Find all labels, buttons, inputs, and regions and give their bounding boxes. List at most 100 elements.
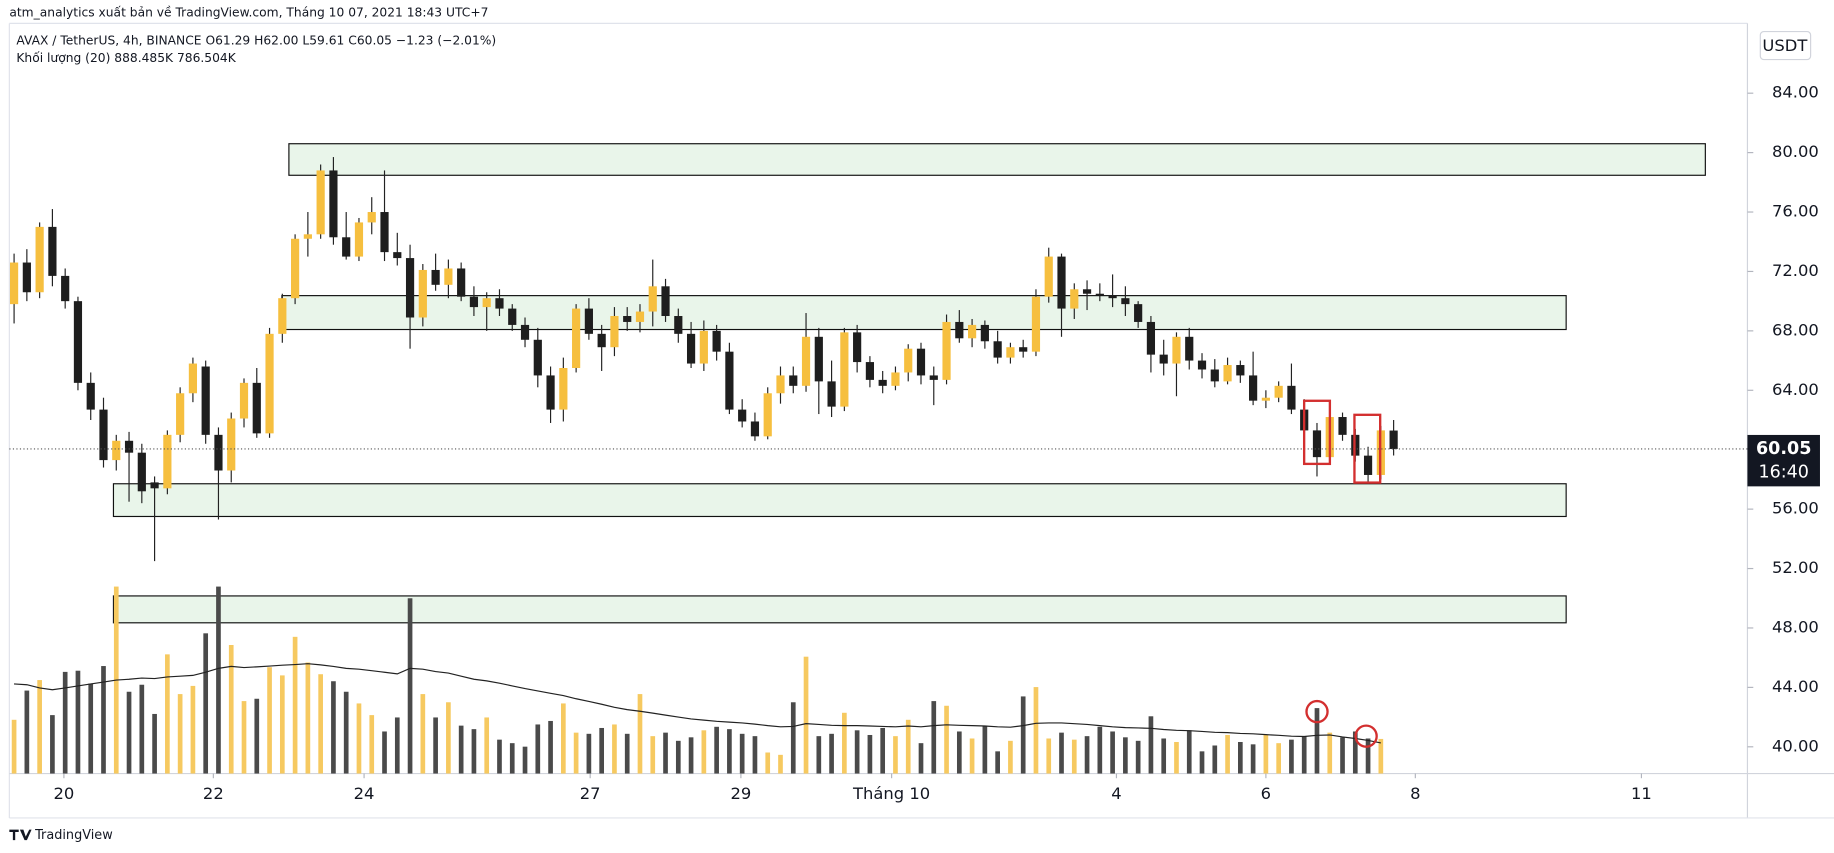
highlight-box <box>1302 399 1332 466</box>
volume-bar <box>126 691 132 774</box>
volume-bar <box>880 727 886 774</box>
candle-body <box>112 440 121 461</box>
candle-body <box>495 298 504 309</box>
volume-bar <box>1059 732 1064 774</box>
candle-body <box>1274 385 1283 398</box>
resistance-zone <box>288 143 1706 176</box>
volume-bar <box>11 719 17 774</box>
volume-bar <box>1250 744 1256 774</box>
candle-body <box>1210 369 1219 382</box>
candle-body <box>814 336 823 382</box>
candle-body <box>840 332 849 407</box>
highlight-box <box>1353 413 1382 484</box>
volume-bar <box>1046 738 1052 774</box>
header: atm_analytics xuất bản về TradingView.co… <box>9 5 488 19</box>
volume-bar <box>790 702 796 774</box>
candle-body <box>393 252 402 259</box>
y-tick-label: 80.00 <box>1772 142 1819 161</box>
volume-bar <box>803 656 809 774</box>
y-tick-label: 48.00 <box>1772 617 1819 636</box>
volume-bar <box>75 670 81 774</box>
volume-bar <box>854 730 860 774</box>
volume-bar <box>714 726 719 774</box>
x-tick-label: 24 <box>354 784 375 803</box>
brand-logo <box>9 829 32 841</box>
x-tick-label: 22 <box>203 784 224 803</box>
candle-body <box>1159 354 1168 364</box>
volume-bar <box>1110 731 1115 774</box>
candle-body <box>405 258 415 318</box>
y-tick-label: 76.00 <box>1772 202 1819 221</box>
candle-body <box>73 301 83 383</box>
candle-body <box>993 341 1002 358</box>
candle-body <box>674 316 683 334</box>
candle-body <box>137 452 146 492</box>
volume-bar <box>369 715 375 774</box>
candle-body <box>929 375 938 380</box>
volume-bar <box>1148 716 1154 774</box>
candle-body <box>1031 296 1041 352</box>
volume-bar <box>1161 738 1167 774</box>
volume-bar <box>50 715 55 774</box>
logo <box>9 829 32 841</box>
volume-bar <box>663 732 668 774</box>
volume-bar <box>867 734 873 774</box>
volume-bar <box>829 733 834 774</box>
x-tick-label: Tháng 10 <box>852 784 930 803</box>
candle-body <box>418 269 427 318</box>
candle-body <box>1389 430 1398 449</box>
volume-bar <box>1276 743 1281 774</box>
volume-bar <box>727 729 732 774</box>
candle-body <box>584 308 593 334</box>
candle-body <box>955 321 964 339</box>
y-tick-label: 56.00 <box>1772 499 1819 518</box>
currency-box[interactable] <box>1759 30 1812 61</box>
y-tick-label: 44.00 <box>1772 677 1819 696</box>
support-zone <box>112 483 1567 518</box>
candle-body <box>329 170 338 238</box>
volume-bar <box>739 733 745 774</box>
volume-bar <box>177 694 183 774</box>
candle-body <box>1019 347 1028 352</box>
candle-body <box>431 269 440 285</box>
candle-body <box>227 418 236 471</box>
volume-bar <box>586 733 592 774</box>
volume-bar <box>1084 736 1090 774</box>
candle-body <box>1121 298 1130 305</box>
candle-body <box>546 375 555 410</box>
candle-body <box>508 308 517 325</box>
candle-body <box>214 434 223 471</box>
volume-bar <box>343 691 349 774</box>
volume-bar <box>969 738 975 774</box>
x-tick-label: 20 <box>53 784 74 803</box>
y-tick-label: 64.00 <box>1772 380 1819 399</box>
candle-body <box>789 375 798 386</box>
candle-body <box>750 421 760 437</box>
y-tick-label: 40.00 <box>1772 736 1819 755</box>
x-tick-label: 8 <box>1410 784 1420 803</box>
volume-bar <box>484 717 490 774</box>
volume-bar <box>1378 738 1384 774</box>
volume-bar <box>407 598 413 774</box>
volume-bar <box>535 724 541 774</box>
candle-body <box>597 333 606 348</box>
candle-body <box>1006 347 1015 358</box>
volume-bar <box>37 680 42 774</box>
y-tick-label: 72.00 <box>1772 261 1819 280</box>
volume-bar <box>637 694 643 774</box>
volume-bar <box>1033 687 1039 774</box>
candle-body <box>354 222 364 257</box>
volume-bar <box>471 729 477 774</box>
candle-body <box>1261 397 1270 401</box>
candle-body <box>61 275 70 302</box>
candle-body <box>444 268 453 285</box>
volume-bar <box>509 743 515 774</box>
volume-bar <box>101 666 106 774</box>
volume-bar <box>318 674 323 774</box>
volume-bar <box>228 645 234 774</box>
candle-body <box>853 332 862 363</box>
volume-bar <box>688 737 694 774</box>
candle-body <box>878 379 887 386</box>
y-tick-label: 68.00 <box>1772 320 1819 339</box>
currency[interactable]: USDT <box>1762 36 1808 55</box>
